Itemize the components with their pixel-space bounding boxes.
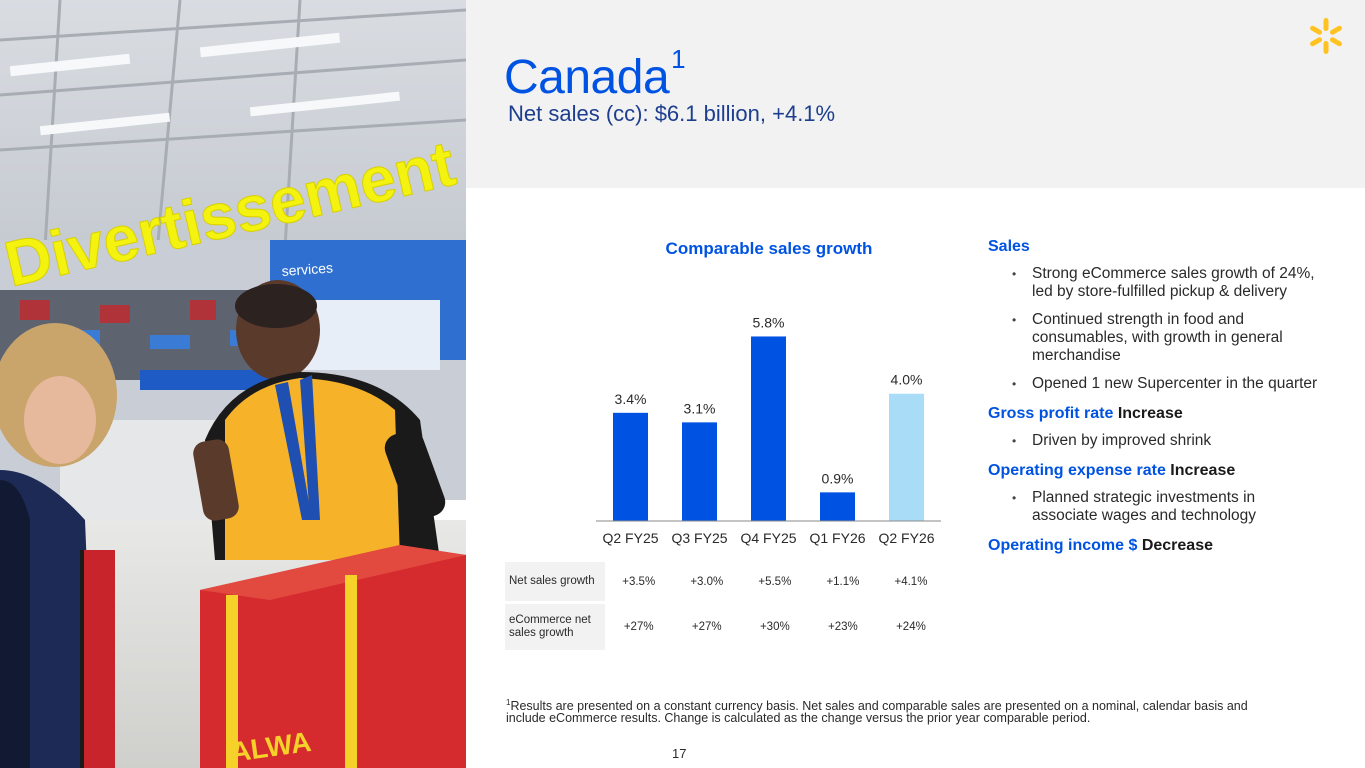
page-subtitle: Net sales (cc): $6.1 billion, +4.1% (508, 101, 836, 126)
page-title-text: Canada (504, 51, 670, 104)
op-income-direction: Decrease (1141, 537, 1213, 554)
page-number: 17 (672, 746, 687, 761)
walmart-spark-icon (1310, 18, 1342, 54)
op-income-label: Operating income $ (988, 537, 1138, 554)
table-row-header: Net sales growth (505, 562, 605, 601)
table-row-net-sales: Net sales growth +3.5% +3.0% +5.5% +1.1%… (505, 562, 945, 602)
table-cell: +5.5% (758, 575, 792, 588)
bar-data-label: 4.0% (891, 372, 923, 388)
gross-profit-heading: Gross profit rate Increase (988, 403, 1318, 425)
chart-bar (889, 393, 924, 521)
x-tick-label: Q1 FY26 (809, 530, 865, 546)
opex-direction: Increase (1170, 462, 1236, 479)
footnote: 1Results are presented on a constant cur… (506, 697, 1276, 724)
footnote-text: Results are presented on a constant curr… (506, 699, 1248, 726)
x-tick-label: Q3 FY25 (671, 530, 727, 546)
bar-data-label: 5.8% (753, 314, 785, 330)
list-item: Driven by improved shrink (988, 432, 1318, 450)
opex-bullets: Planned strategic investments in associa… (988, 489, 1318, 525)
footnote-mark: 1 (506, 698, 511, 707)
opex-label: Operating expense rate (988, 462, 1166, 479)
comparable-sales-chart: 3.4% Q2 FY25 3.1% Q3 FY25 5.8% Q4 FY25 0.9% Q1 … (596, 314, 941, 546)
table-cell: +27% (691, 621, 722, 633)
gross-profit-bullets: Driven by improved shrink (988, 432, 1318, 450)
opex-heading: Operating expense rate Increase (988, 460, 1318, 482)
chart-bar (820, 492, 855, 521)
list-item: Opened 1 new Supercenter in the quarter (988, 375, 1318, 393)
bar-data-label: 3.1% (684, 400, 716, 416)
store-photo: services Divertissement ALWA (0, 0, 466, 768)
table-cell: +1.1% (826, 575, 860, 588)
commentary-panel: Sales Strong eCommerce sales growth of 2… (988, 236, 1318, 557)
chart-title: Comparable sales growth (665, 239, 873, 258)
table-row-ecommerce: eCommerce net sales growth +27% +27% +30… (505, 604, 945, 650)
chart-bar (613, 412, 648, 521)
gross-profit-direction: Increase (1117, 405, 1183, 422)
chart-bar (751, 336, 786, 521)
x-tick-label: Q2 FY26 (878, 530, 934, 546)
sales-heading: Sales (988, 238, 1030, 255)
table-cell: +30% (759, 621, 790, 633)
store-photo-illustration: services Divertissement ALWA (0, 0, 466, 768)
table-cell: +27% (623, 621, 654, 633)
x-tick-label: Q2 FY25 (602, 530, 658, 546)
op-income-heading: Operating income $ Decrease (988, 535, 1318, 557)
services-sign: services (281, 259, 333, 279)
list-item: Planned strategic investments in associa… (988, 489, 1318, 525)
x-tick-label: Q4 FY25 (740, 530, 796, 546)
gross-profit-label: Gross profit rate (988, 405, 1114, 422)
growth-table: Net sales growth +3.5% +3.0% +5.5% +1.1%… (505, 562, 945, 650)
bar-data-label: 0.9% (822, 470, 854, 486)
table-row-header: eCommerce net sales growth (505, 604, 605, 650)
chart-bar (682, 422, 717, 521)
table-cell: +4.1% (894, 575, 928, 588)
title-footnote-mark: 1 (671, 44, 686, 74)
list-item: Continued strength in food and consumabl… (988, 311, 1318, 365)
bar-data-label: 3.4% (615, 391, 647, 407)
list-item: Strong eCommerce sales growth of 24%, le… (988, 265, 1318, 301)
table-cell: +24% (896, 621, 926, 633)
header-band (466, 0, 1365, 188)
table-cell: +3.5% (622, 575, 656, 588)
table-cell: +23% (828, 621, 858, 633)
sales-bullets: Strong eCommerce sales growth of 24%, le… (988, 265, 1318, 393)
table-cell: +3.0% (690, 575, 724, 588)
page-title: Canada1 (504, 44, 686, 105)
